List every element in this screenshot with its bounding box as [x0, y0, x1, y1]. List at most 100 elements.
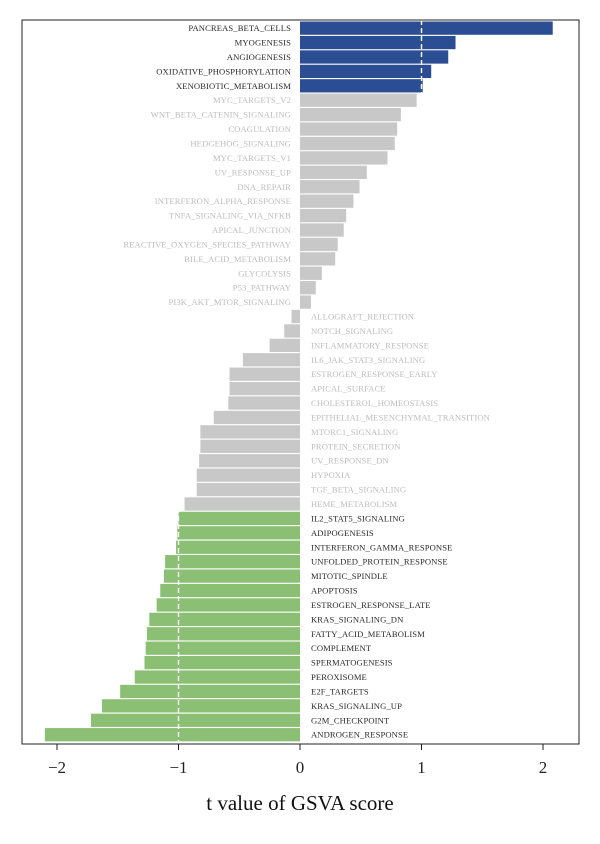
bar-label-unfolded-protein-response: UNFOLDED_PROTEIN_RESPONSE	[311, 557, 448, 567]
x-tick-label: 0	[296, 758, 305, 777]
bar-label-myc-targets-v2: MYC_TARGETS_V2	[213, 95, 291, 105]
bar-label-allograft-rejection: ALLOGRAFT_REJECTION	[311, 312, 415, 322]
bar-myc-targets-v2	[300, 93, 417, 107]
threshold-lines	[177, 20, 423, 744]
bar-epithelial-mesenchymal-transition	[213, 410, 300, 425]
x-axis-ticks: −2 −1 0 1 2	[48, 744, 547, 777]
bar-label-hedgehog-signaling: HEDGEHOG_SIGNALING	[190, 138, 291, 148]
bar-tnfa-signaling-via-nfkb	[300, 208, 347, 223]
bar-unfolded-protein-response	[165, 555, 300, 569]
bar-protein-secretion	[200, 439, 300, 453]
bar-label-notch-signaling: NOTCH_SIGNALING	[311, 326, 393, 336]
bar-label-il6-jak-stat3-signaling: IL6_JAK_STAT3_SIGNALING	[311, 355, 425, 365]
bar-mtorc1-signaling	[200, 425, 300, 439]
bar-estrogen-response-late	[156, 598, 300, 612]
bar-adipogenesis	[177, 526, 300, 540]
bar-il2-stat5-signaling	[178, 511, 300, 526]
bar-uv-response-dn	[199, 454, 300, 468]
bar-interferon-alpha-response	[300, 194, 354, 208]
bar-allograft-rejection	[291, 309, 300, 324]
bar-label-estrogen-response-late: ESTROGEN_RESPONSE_LATE	[311, 600, 431, 610]
bar-label-reactive-oxygen-species-pathway: REACTIVE_OXYGEN_SPECIES_PATHWAY	[123, 239, 291, 249]
bar-heme-metabolism	[184, 497, 300, 511]
bar-label-complement: COMPLEMENT	[311, 643, 372, 653]
bar-inflammatory-response	[269, 338, 301, 353]
bar-cholesterol-homeostasis	[228, 396, 300, 410]
bar-hypoxia	[196, 468, 300, 482]
bar-label-p53-pathway: P53_PATHWAY	[233, 283, 291, 293]
bar-label-hypoxia: HYPOXIA	[311, 470, 351, 480]
bar-label-tgf-beta-signaling: TGF_BETA_SIGNALING	[311, 485, 406, 495]
bar-mitotic-spindle	[163, 569, 300, 583]
bar-label-coagulation: COAGULATION	[228, 124, 291, 134]
bar-label-cholesterol-homeostasis: CHOLESTEROL_HOMEOSTASIS	[311, 398, 438, 408]
bar-label-apical-surface: APICAL_SURFACE	[311, 384, 386, 394]
bar-label-interferon-gamma-response: INTERFERON_GAMMA_RESPONSE	[311, 542, 452, 552]
bar-label-interferon-alpha-response: INTERFERON_ALPHA_RESPONSE	[155, 196, 291, 206]
bar-label-xenobiotic-metabolism: XENOBIOTIC_METABOLISM	[176, 81, 291, 91]
bar-label-pi3k-akt-mtor-signaling: PI3K_AKT_MTOR_SIGNALING	[169, 297, 291, 307]
bar-il6-jak-stat3-signaling	[242, 353, 300, 367]
x-tick-label: 1	[417, 758, 426, 777]
bar-label-heme-metabolism: HEME_METABOLISM	[311, 499, 398, 509]
bar-label-wnt-beta-catenin-signaling: WNT_BETA_CATENIN_SIGNALING	[151, 110, 291, 120]
bar-label-glycolysis: GLYCOLYSIS	[238, 268, 291, 278]
bar-myogenesis	[300, 35, 456, 50]
bar-label-apoptosis: APOPTOSIS	[311, 586, 358, 596]
bar-label-uv-response-dn: UV_RESPONSE_DN	[311, 456, 389, 466]
bar-label-spermatogenesis: SPERMATOGENESIS	[311, 658, 393, 668]
x-tick-label: −2	[48, 758, 66, 777]
bar-kras-signaling-up	[101, 699, 301, 713]
bar-label-protein-secretion: PROTEIN_SECRETION	[311, 441, 401, 451]
bar-uv-response-up	[300, 165, 367, 179]
x-axis-title: t value of GSVA score	[206, 791, 393, 815]
bar-glycolysis	[300, 266, 322, 280]
bar-label-inflammatory-response: INFLAMMATORY_RESPONSE	[311, 340, 429, 350]
bar-p53-pathway	[300, 281, 316, 295]
bar-myc-targets-v1	[300, 151, 388, 165]
bar-oxidative-phosphorylation	[300, 64, 432, 79]
bar-fatty-acid-metabolism	[146, 627, 300, 641]
bar-label-myogenesis: MYOGENESIS	[235, 38, 292, 48]
bar-e2f-targets	[120, 684, 301, 699]
bar-label-dna-repair: DNA_REPAIR	[237, 182, 291, 192]
bar-hedgehog-signaling	[300, 136, 395, 151]
bar-reactive-oxygen-species-pathway	[300, 237, 338, 252]
bar-labels: PANCREAS_BETA_CELLS MYOGENESIS ANGIOGENESI…	[123, 23, 490, 740]
bar-interferon-gamma-response	[176, 540, 300, 554]
bar-label-g2m-checkpoint: G2M_CHECKPOINT	[311, 715, 390, 725]
bar-label-adipogenesis: ADIPOGENESIS	[311, 528, 374, 538]
bar-wnt-beta-catenin-signaling	[300, 108, 401, 122]
bar-pancreas-beta-cells	[300, 21, 553, 35]
bar-tgf-beta-signaling	[196, 482, 300, 497]
bar-label-mtorc1-signaling: MTORC1_SIGNALING	[311, 427, 398, 437]
bar-label-tnfa-signaling-via-nfkb: TNFA_SIGNALING_VIA_NFKB	[169, 211, 291, 221]
bar-label-angiogenesis: ANGIOGENESIS	[227, 52, 291, 62]
bar-label-epithelial-mesenchymal-transition: EPITHELIAL_MESENCHYMAL_TRANSITION	[311, 412, 491, 422]
bar-label-e2f-targets: E2F_TARGETS	[311, 686, 369, 696]
bar-label-il2-stat5-signaling: IL2_STAT5_SIGNALING	[311, 513, 405, 523]
bar-bile-acid-metabolism	[300, 252, 336, 266]
bar-label-kras-signaling-dn: KRAS_SIGNALING_DN	[311, 614, 404, 624]
bar-xenobiotic-metabolism	[300, 79, 423, 93]
bar-dna-repair	[300, 180, 360, 194]
bar-label-pancreas-beta-cells: PANCREAS_BETA_CELLS	[188, 23, 291, 33]
bar-apical-surface	[229, 382, 300, 396]
x-tick-label: −1	[169, 758, 187, 777]
bar-angiogenesis	[300, 50, 449, 64]
bar-complement	[145, 641, 300, 655]
bar-apical-junction	[300, 223, 344, 237]
bar-androgen-response	[44, 728, 300, 742]
bar-label-peroxisome: PEROXISOME	[311, 672, 367, 682]
bar-label-fatty-acid-metabolism: FATTY_ACID_METABOLISM	[311, 629, 425, 639]
bar-spermatogenesis	[144, 655, 300, 670]
bar-label-estrogen-response-early: ESTROGEN_RESPONSE_EARLY	[311, 369, 438, 379]
bar-peroxisome	[134, 670, 300, 684]
bar-estrogen-response-early	[229, 367, 300, 381]
bar-label-kras-signaling-up: KRAS_SIGNALING_UP	[311, 701, 402, 711]
bar-apoptosis	[160, 583, 300, 598]
bars-layer	[44, 21, 553, 742]
x-tick-label: 2	[539, 758, 548, 777]
